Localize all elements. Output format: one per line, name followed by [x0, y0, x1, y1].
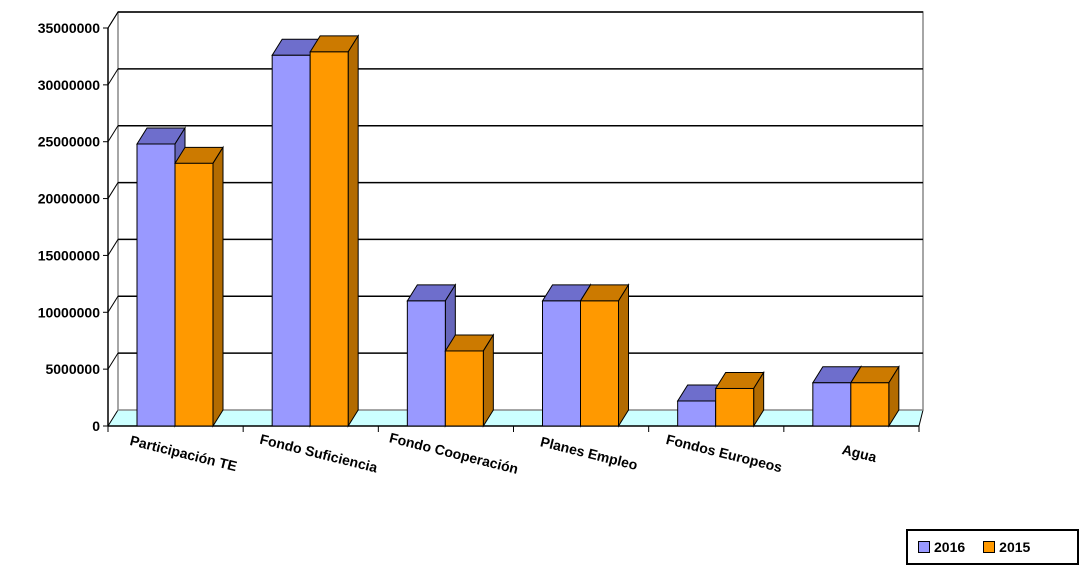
x-tick-label: Planes Empleo [539, 433, 640, 473]
bar-2016 [136, 143, 176, 427]
legend-swatch-2015 [983, 541, 996, 553]
y-tick-label: 10000000 [38, 304, 101, 320]
gridline-side [107, 239, 119, 256]
y-tick-label: 25000000 [38, 134, 101, 150]
bar-2015 [850, 382, 890, 427]
gridline-side [107, 68, 119, 86]
y-tick-label: 15000000 [38, 247, 101, 263]
gridline-side [107, 296, 119, 313]
legend-label-2016: 2016 [934, 539, 966, 555]
x-tick-label: Agua [840, 441, 878, 465]
bar-side [347, 34, 359, 428]
legend-item-2016: 2016 [918, 539, 965, 555]
bar-2016 [271, 54, 311, 427]
y-tick-label: 0 [92, 418, 100, 434]
bar-2015 [715, 387, 755, 427]
bar-2016 [812, 382, 852, 427]
bar-side [482, 333, 494, 428]
legend-swatch-2016 [918, 541, 930, 553]
bar-2016 [677, 400, 717, 427]
gridline-side [107, 182, 119, 199]
chart-legend: 2016 2015 [906, 529, 1079, 565]
y-tick-label: 30000000 [38, 77, 101, 93]
chart-floor [107, 409, 924, 427]
legend-item-2015: 2015 [983, 539, 1030, 555]
x-tick-label: Fondo Cooperación [388, 429, 520, 477]
bar-2016 [406, 300, 446, 427]
gridline-side [107, 352, 119, 370]
bar-2015 [174, 162, 214, 427]
legend-label-2015: 2015 [999, 539, 1031, 555]
gridline-side [107, 125, 119, 142]
x-tick-label: Fondo Suficiencia [258, 431, 379, 476]
y-tick-label: 35000000 [38, 20, 101, 36]
y-tick-label: 5000000 [45, 361, 100, 377]
bar-side [212, 145, 224, 428]
y-tick-label: 20000000 [38, 191, 101, 207]
x-tick-label: Participación TE [128, 432, 238, 474]
plot-area-border [117, 11, 924, 411]
bar-2016 [542, 300, 581, 427]
y-axis-top [107, 11, 119, 29]
x-tick-label: Fondos Europeos [665, 431, 785, 475]
bar-side [618, 283, 629, 428]
bar-2015 [580, 300, 619, 427]
bar-2015 [444, 350, 484, 427]
bar-2015 [309, 51, 349, 427]
